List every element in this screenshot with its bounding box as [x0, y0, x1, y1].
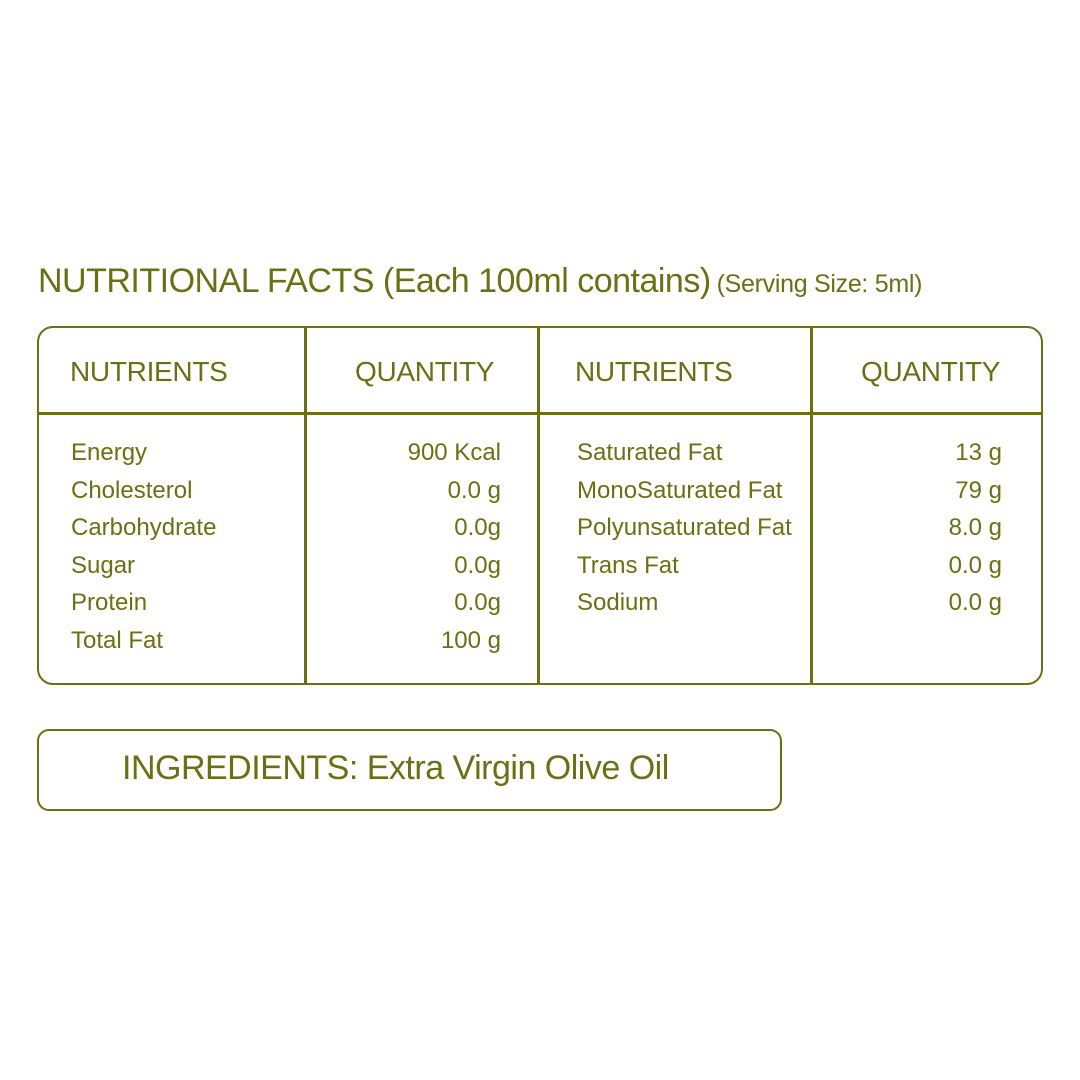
nutrient-quantity: 13 g	[955, 439, 1002, 466]
nutrient-quantity: 0.0g	[454, 551, 501, 579]
nutrient-name: Protein	[71, 589, 148, 617]
column-divider	[537, 328, 540, 683]
nutrient-quantity: 900 Kcal	[407, 439, 501, 466]
nutrient-name: MonoSaturated Fat	[577, 476, 783, 504]
nutrient-name: Saturated Fat	[577, 439, 723, 466]
nutrient-quantity: 0.0g	[454, 589, 501, 617]
serving-size: (Serving Size: 5ml)	[716, 270, 923, 298]
nutrient-name: Energy	[71, 439, 148, 466]
header-quantity: QUANTITY	[861, 356, 1001, 387]
nutrient-quantity: 8.0 g	[948, 514, 1002, 542]
nutrient-quantity: 0.0 g	[948, 589, 1002, 617]
nutrient-name: Trans Fat	[577, 551, 679, 579]
column-divider	[810, 328, 813, 683]
ingredients-box: INGREDIENTS: Extra Virgin Olive Oil	[37, 729, 782, 811]
nutrient-quantity: 79 g	[955, 476, 1002, 504]
nutrient-name: Cholesterol	[71, 476, 193, 504]
nutrient-name: Sugar	[71, 551, 136, 579]
nutrient-name: Total Fat	[71, 627, 164, 654]
nutrition-table: NUTRIENTS QUANTITY NUTRIENTS QUANTITY En…	[37, 326, 1043, 685]
header-nutrients: NUTRIENTS	[70, 356, 228, 387]
nutrient-quantity: 100 g	[440, 627, 501, 654]
nutrient-name: Polyunsaturated Fat	[577, 514, 792, 542]
nutrient-name: Sodium	[577, 589, 659, 617]
header-quantity: QUANTITY	[355, 356, 495, 387]
nutrient-name: Carbohydrate	[71, 514, 217, 542]
header-divider	[39, 412, 1041, 415]
nutrient-quantity: 0.0 g	[948, 551, 1002, 579]
column-divider	[304, 328, 307, 683]
title-main: NUTRITIONAL FACTS (Each 100ml contains)	[38, 262, 711, 300]
page-title: NUTRITIONAL FACTS (Each 100ml contains)(…	[38, 262, 922, 301]
nutrient-quantity: 0.0 g	[447, 476, 501, 504]
header-nutrients: NUTRIENTS	[575, 356, 733, 387]
nutrient-quantity: 0.0g	[454, 514, 501, 542]
ingredients-text: INGREDIENTS: Extra Virgin Olive Oil	[122, 749, 669, 787]
